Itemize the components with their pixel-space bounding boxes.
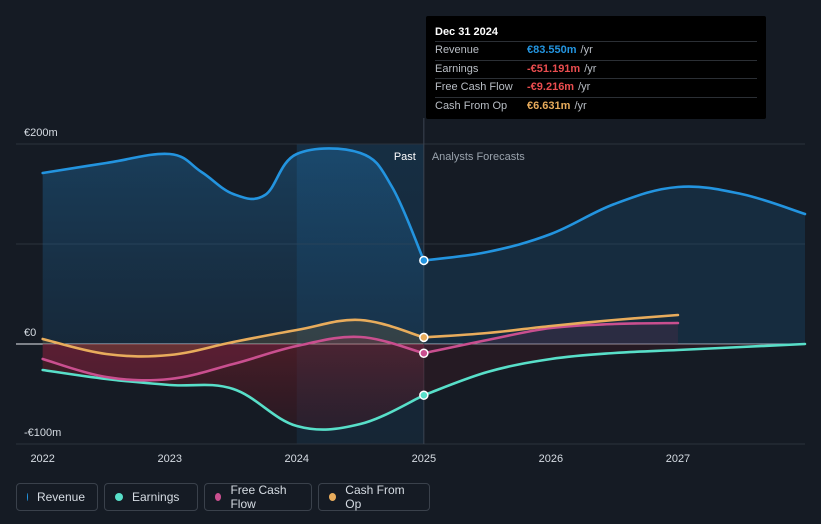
legend-label: Earnings [132,490,180,504]
tooltip-value: -€51.191m [527,62,581,75]
earnings-past-area [42,344,424,430]
fcf-past-line [41,335,426,382]
legend-item-free-cash-flow[interactable]: Free Cash Flow [204,483,312,511]
earnings-forecast-area [423,344,805,396]
revenue-past-line [41,147,426,262]
forecast-label: Analysts Forecasts [432,151,525,163]
fcf-forecast-area [423,323,678,354]
legend-dot-icon [27,493,28,501]
tooltip-unit: /yr [578,81,591,93]
x-tick-label: 2023 [157,453,181,465]
tooltip-row-earnings: Earnings -€51.191m /yr [435,59,757,79]
tooltip-date: Dec 31 2024 [435,26,498,38]
cfo-past-area [42,319,424,357]
tooltip-row-cash-from-op: Cash From Op €6.631m /yr [435,96,757,116]
chart-legend: Revenue Earnings Free Cash Flow Cash Fro… [16,483,430,511]
legend-dot-icon [215,493,222,501]
tooltip-unit: /yr [580,44,593,56]
legend-dot-icon [329,493,337,501]
cfo-current-point [419,332,429,343]
legend-item-earnings[interactable]: Earnings [104,483,198,511]
tooltip-label: Revenue [435,44,480,56]
x-tick-label: 2026 [539,453,563,465]
cfo-past-line [41,318,426,358]
legend-item-revenue[interactable]: Revenue [16,483,98,511]
chart-tooltip: Dec 31 2024 Revenue €83.550m /yr Earning… [426,16,766,119]
tooltip-label: Cash From Op [435,99,508,112]
tooltip-label: Earnings [435,62,479,75]
y-tick-label: €0 [24,327,36,339]
revenue-current-point [419,255,429,266]
tooltip-unit: /yr [584,62,597,75]
revenue-forecast-area [423,186,805,344]
fcf-current-point [419,348,429,358]
legend-item-cash-from-op[interactable]: Cash From Op [318,483,430,511]
cfo-forecast-line [422,313,680,339]
legend-label: Cash From Op [345,483,405,511]
tooltip-value: €83.550m [527,44,577,56]
tooltip-row-free-cash-flow: Free Cash Flow -€9.216m /yr [435,78,757,97]
x-tick-label: 2022 [30,453,54,465]
x-tick-label: 2024 [285,453,309,465]
x-tick-label: 2025 [412,453,436,465]
legend-label: Free Cash Flow [230,483,287,511]
fcf-past-area [42,336,424,381]
earnings-past-line [41,368,426,431]
x-tick-label: 2027 [666,453,690,465]
legend-dot-icon [115,493,123,501]
tooltip-label: Free Cash Flow [435,81,513,93]
y-tick-label: €200m [24,127,58,139]
tooltip-unit: /yr [574,99,587,112]
fcf-forecast-line [422,321,680,355]
tooltip-value: €6.631m [527,99,571,112]
earnings-forecast-line [422,342,807,397]
tooltip-value: -€9.216m [527,81,575,93]
revenue-past-area [42,148,424,344]
tooltip-row-revenue: Revenue €83.550m /yr [435,41,757,60]
y-tick-label: -€100m [24,427,61,439]
revenue-forecast-line [422,185,807,262]
earnings-current-point [419,390,429,400]
legend-label: Revenue [36,490,85,504]
past-label: Past [394,151,416,163]
